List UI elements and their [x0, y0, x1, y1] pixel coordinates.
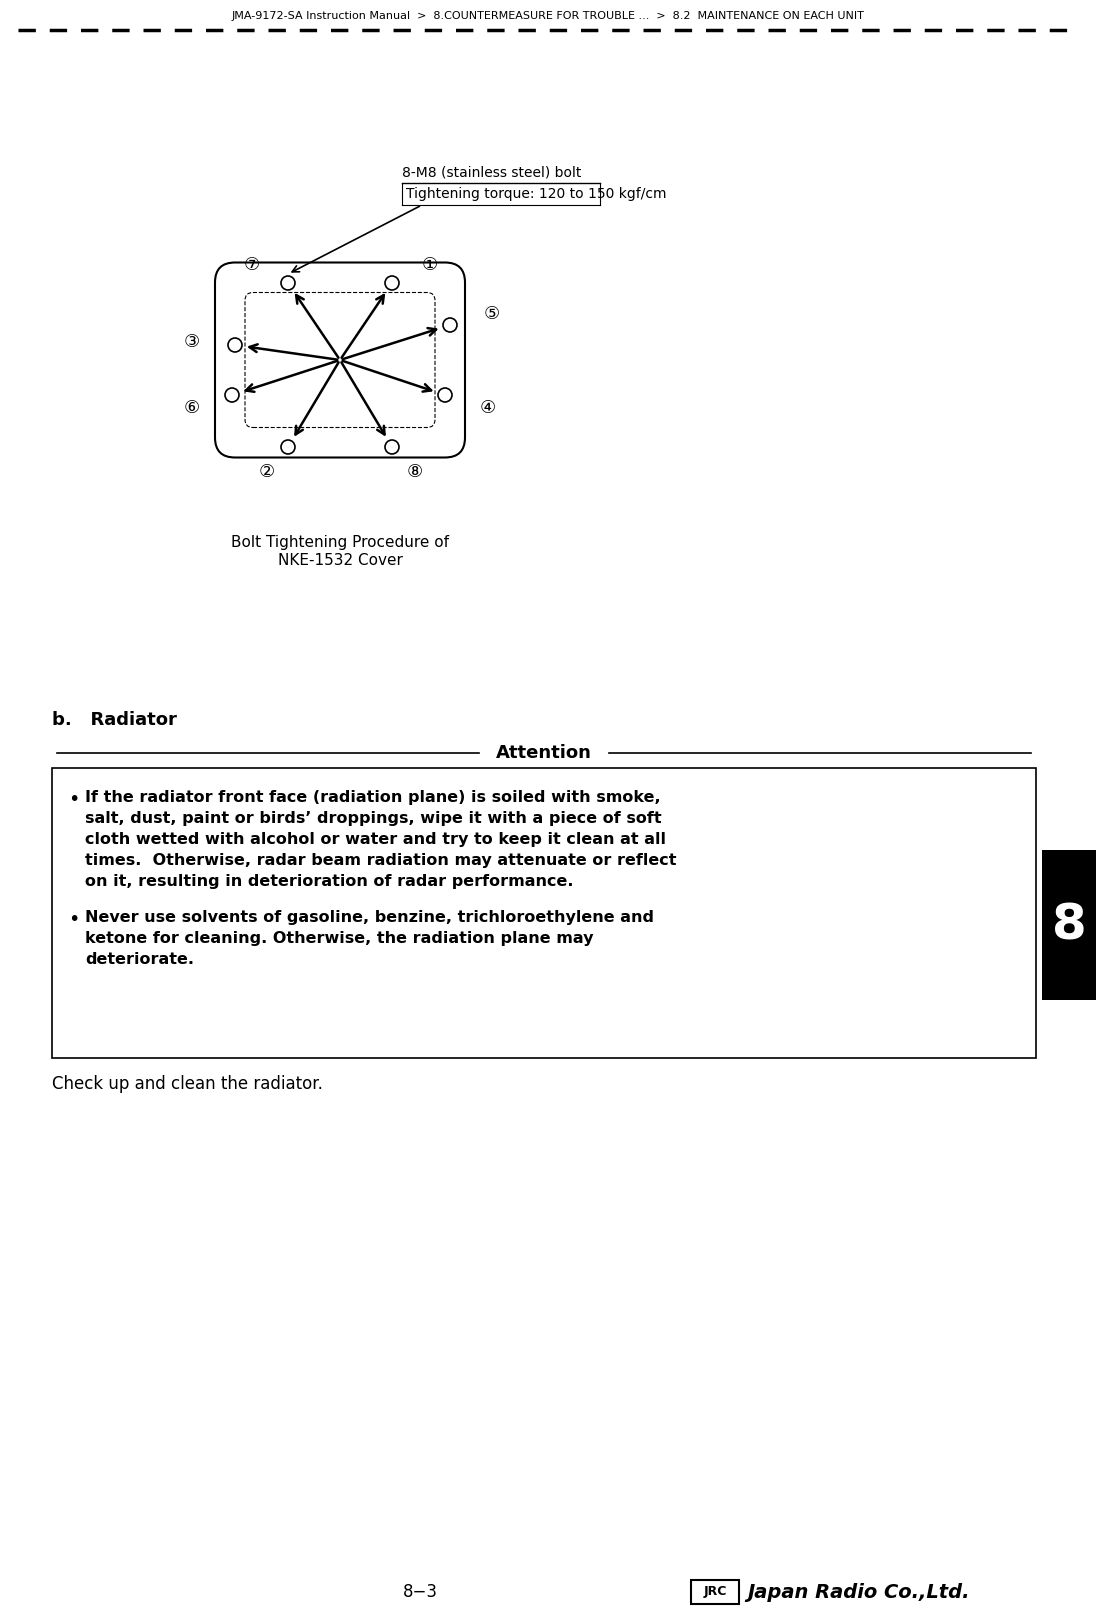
Circle shape: [228, 339, 242, 352]
Text: 8−3: 8−3: [402, 1583, 437, 1601]
Text: ketone for cleaning. Otherwise, the radiation plane may: ketone for cleaning. Otherwise, the radi…: [85, 931, 594, 946]
Circle shape: [281, 275, 295, 290]
Text: NKE-1532 Cover: NKE-1532 Cover: [277, 552, 402, 569]
Bar: [690, 1580, 739, 1604]
Text: deteriorate.: deteriorate.: [85, 953, 194, 967]
Text: ⑥: ⑥: [184, 399, 201, 416]
FancyBboxPatch shape: [215, 262, 465, 457]
Text: ④: ④: [480, 399, 496, 416]
Circle shape: [281, 441, 295, 454]
Circle shape: [385, 441, 399, 454]
Text: ⑧: ⑧: [407, 463, 423, 481]
Bar: [52, 768, 1036, 1058]
Text: Tightening torque: 120 to 150 kgf/cm: Tightening torque: 120 to 150 kgf/cm: [406, 186, 666, 201]
Text: Attention: Attention: [496, 744, 592, 761]
Text: ②: ②: [259, 463, 275, 481]
Circle shape: [385, 275, 399, 290]
Text: salt, dust, paint or birds’ droppings, wipe it with a piece of soft: salt, dust, paint or birds’ droppings, w…: [85, 812, 662, 826]
Text: Bolt Tightening Procedure of: Bolt Tightening Procedure of: [231, 535, 449, 551]
Text: times.  Otherwise, radar beam radiation may attenuate or reflect: times. Otherwise, radar beam radiation m…: [85, 854, 676, 868]
Text: •: •: [68, 910, 79, 928]
Text: If the radiator front face (radiation plane) is soiled with smoke,: If the radiator front face (radiation pl…: [85, 791, 661, 805]
Text: 8: 8: [1052, 901, 1086, 949]
Text: ③: ③: [184, 334, 201, 352]
Text: JMA-9172-SA Instruction Manual  >  8.COUNTERMEASURE FOR TROUBLE ...  >  8.2  MAI: JMA-9172-SA Instruction Manual > 8.COUNT…: [231, 11, 865, 21]
Text: Japan Radio Co.,Ltd.: Japan Radio Co.,Ltd.: [747, 1583, 970, 1602]
Text: •: •: [68, 791, 79, 808]
Circle shape: [438, 389, 452, 402]
Text: 8-M8 (stainless steel) bolt: 8-M8 (stainless steel) bolt: [402, 165, 581, 178]
Text: ①: ①: [422, 256, 438, 274]
Text: Check up and clean the radiator.: Check up and clean the radiator.: [52, 1076, 323, 1094]
Bar: [1042, 850, 1096, 1000]
Text: b.   Radiator: b. Radiator: [52, 711, 176, 729]
Text: Never use solvents of gasoline, benzine, trichloroethylene and: Never use solvents of gasoline, benzine,…: [85, 910, 654, 925]
Text: ⑤: ⑤: [484, 305, 500, 322]
Text: on it, resulting in deterioration of radar performance.: on it, resulting in deterioration of rad…: [85, 875, 573, 889]
Text: ⑦: ⑦: [244, 256, 260, 274]
Text: cloth wetted with alcohol or water and try to keep it clean at all: cloth wetted with alcohol or water and t…: [85, 833, 666, 847]
Circle shape: [443, 318, 457, 332]
Text: JRC: JRC: [704, 1586, 727, 1599]
Circle shape: [225, 389, 239, 402]
